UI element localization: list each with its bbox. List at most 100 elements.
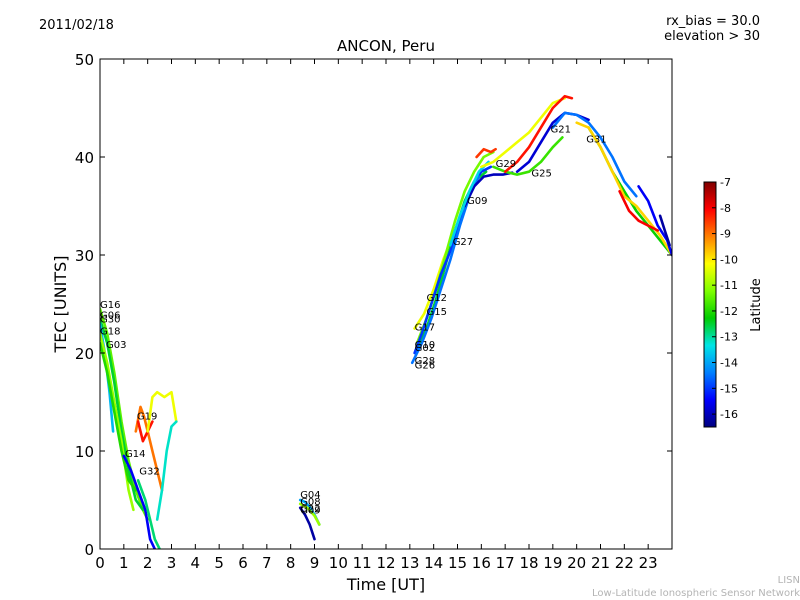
satellite-label-21: G29	[496, 159, 516, 170]
satellite-label-1: G06	[100, 311, 120, 322]
satellite-label-24: G31	[586, 134, 606, 145]
elevation-label: elevation > 30	[664, 29, 760, 44]
x-tick-label-16: 16	[472, 554, 491, 572]
colorbar-tick-label-8: -15	[720, 382, 738, 395]
satellite-label-9: G08	[300, 497, 320, 508]
satellite-label-0: G16	[100, 300, 120, 311]
axis-ticks: 0 1 2 3 4 5 6 7 8 9 10 11 12 13 14 15 16 17 18 19 20 21 22 2301…	[75, 51, 672, 572]
x-tick-label-3: 3	[167, 554, 177, 572]
x-tick-label-17: 17	[496, 554, 515, 572]
x-tick-label-7: 7	[262, 554, 272, 572]
y-axis-label: TEC [UNITS]	[51, 256, 70, 354]
series-line-13	[298, 506, 316, 541]
y-tick-label-2: 20	[75, 345, 94, 363]
colorbar-tick-label-3: -10	[720, 253, 738, 266]
colorbar-tick-label-4: -11	[720, 279, 738, 292]
series-line-7	[122, 454, 157, 549]
satellite-label-20: G09	[467, 196, 487, 207]
colorbar-label: Latitude	[749, 278, 764, 332]
y-tick-label-3: 30	[75, 247, 94, 265]
y-tick-label-4: 40	[75, 149, 94, 167]
lisn-label: LISN	[777, 575, 800, 586]
satellite-label-10: G22	[300, 504, 320, 515]
satellite-label-8: G04	[300, 490, 320, 501]
x-axis-label: Time [UT]	[346, 575, 425, 594]
colorbar-ticks: -7 -8 -9 -10 -11 -12 -13 -14 -15 -16	[712, 176, 738, 421]
satellite-label-17: G12	[427, 293, 447, 304]
series-line-17	[475, 147, 497, 159]
series-line-29	[618, 190, 660, 232]
satellite-label-18: G15	[427, 307, 447, 318]
x-tick-label-9: 9	[310, 554, 320, 572]
parameters-block: rx_bias = 30.0 elevation > 30	[664, 14, 760, 44]
colorbar-tick-label-5: -12	[720, 305, 738, 318]
y-tick-label-5: 50	[75, 51, 94, 69]
x-tick-label-22: 22	[615, 554, 634, 572]
satellite-label-12: G17	[415, 323, 435, 334]
chart-title: ANCON, Peru	[337, 37, 435, 55]
series-line-10	[155, 420, 178, 521]
series-line-25	[515, 111, 590, 173]
plot-frame	[99, 58, 673, 550]
x-tick-label-13: 13	[400, 554, 419, 572]
series-layer	[100, 94, 672, 549]
colorbar-tick-label-7: -14	[720, 357, 738, 370]
y-tick-label-1: 10	[75, 443, 94, 461]
x-tick-label-12: 12	[376, 554, 395, 572]
series-line-4	[100, 341, 138, 492]
x-tick-label-0: 0	[95, 554, 105, 572]
x-tick-label-8: 8	[286, 554, 296, 572]
x-tick-label-2: 2	[143, 554, 153, 572]
series-line-26	[551, 111, 638, 198]
satellite-label-6: G14	[125, 449, 145, 460]
satellite-label-13: G10	[415, 340, 435, 351]
satellite-label-14: G02	[415, 343, 435, 354]
x-tick-label-19: 19	[543, 554, 562, 572]
x-tick-label-6: 6	[238, 554, 248, 572]
series-line-24	[503, 94, 574, 173]
satellite-label-16: G26	[415, 361, 435, 372]
x-tick-label-23: 23	[639, 554, 658, 572]
series-line-21	[448, 160, 490, 247]
satellite-label-23: G21	[551, 125, 571, 136]
satellite-label-19: G27	[453, 237, 473, 248]
satellite-labels: G16G06G30G18G03G19G14G32G04G08G22G09G17G…	[100, 125, 607, 517]
x-tick-label-5: 5	[214, 554, 224, 572]
rx-bias-label: rx_bias = 30.0	[666, 14, 760, 29]
satellite-label-5: G19	[137, 412, 157, 423]
colorbar-tick-label-9: -16	[720, 408, 738, 421]
colorbar	[703, 181, 717, 428]
x-tick-label-18: 18	[519, 554, 538, 572]
colorbar-tick-label-0: -7	[720, 176, 731, 189]
series-line-12	[298, 502, 321, 526]
satellite-label-7: G32	[139, 467, 159, 478]
x-tick-label-11: 11	[353, 554, 372, 572]
y-tick-label-0: 0	[84, 541, 94, 559]
satellite-label-15: G28	[415, 356, 435, 367]
colorbar-tick-label-6: -13	[720, 331, 738, 344]
series-line-1	[100, 317, 145, 512]
satellite-label-11: G09	[300, 506, 320, 517]
x-tick-label-10: 10	[329, 554, 348, 572]
credit-block: LISN Low-Latitude Ionospheric Sensor Net…	[592, 574, 800, 600]
series-line-20	[463, 171, 514, 208]
x-tick-label-4: 4	[191, 554, 201, 572]
x-tick-label-15: 15	[448, 554, 467, 572]
colorbar-tick-label-1: -8	[720, 202, 731, 215]
series-line-9	[146, 390, 178, 433]
network-label: Low-Latitude Ionospheric Sensor Network	[592, 588, 800, 599]
series-line-3	[100, 332, 135, 512]
series-line-6	[136, 420, 154, 443]
series-line-8	[136, 479, 161, 549]
x-tick-label-20: 20	[567, 554, 586, 572]
x-tick-label-14: 14	[424, 554, 443, 572]
satellite-label-22: G25	[531, 169, 551, 180]
date-label: 2011/02/18	[39, 18, 114, 33]
satellite-label-2: G30	[100, 315, 120, 326]
series-line-31	[658, 214, 671, 247]
satellite-label-4: G03	[106, 340, 126, 351]
colorbar-tick-label-2: -9	[720, 228, 731, 241]
satellite-label-3: G18	[100, 326, 120, 337]
series-line-23	[479, 96, 567, 169]
